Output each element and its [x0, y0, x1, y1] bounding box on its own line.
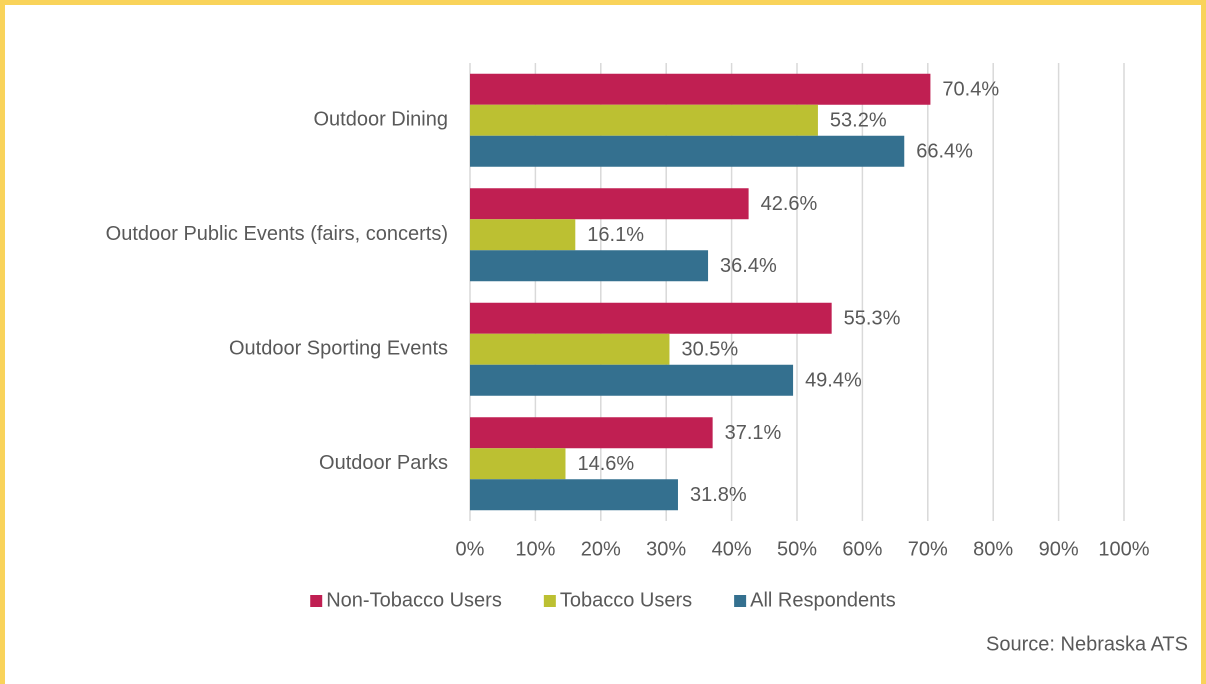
bar [470, 250, 709, 282]
value-label: 55.3% [844, 308, 901, 330]
x-tick-label: 70% [908, 538, 948, 560]
value-label: 49.4% [805, 370, 862, 392]
value-label: 36.4% [720, 255, 777, 277]
value-label: 30.5% [681, 339, 738, 361]
x-tick-label: 20% [581, 538, 621, 560]
x-tick-label: 50% [777, 538, 817, 560]
bar [470, 417, 713, 449]
x-tick-label: 0% [456, 538, 485, 560]
bar [470, 364, 794, 396]
x-tick-label: 80% [973, 538, 1013, 560]
legend-swatch [543, 595, 556, 607]
bar [470, 135, 905, 167]
value-label: 16.1% [587, 224, 644, 246]
value-label: 53.2% [830, 110, 887, 132]
legend-swatch [734, 595, 747, 607]
y-tick-label: Outdoor Public Events (fairs, concerts) [106, 223, 448, 245]
bar [470, 333, 670, 365]
value-label: 66.4% [916, 141, 973, 163]
legend-swatch [310, 595, 323, 607]
legend-label: All Respondents [750, 589, 896, 611]
legend-label: Non-Tobacco Users [326, 589, 502, 611]
value-label: 31.8% [690, 484, 747, 506]
bar [470, 219, 576, 251]
y-tick-label: Outdoor Dining [313, 109, 448, 131]
y-tick-label: Outdoor Parks [319, 452, 448, 474]
source: Source: Nebraska ATS [986, 633, 1188, 655]
value-label: 37.1% [725, 422, 782, 444]
bar [470, 188, 749, 220]
value-label: 14.6% [577, 453, 634, 475]
y-tick-label: Outdoor Sporting Events [229, 338, 448, 360]
value-label: 70.4% [942, 79, 999, 101]
value-label: 42.6% [761, 193, 818, 215]
x-tick-label: 30% [646, 538, 686, 560]
legend-label: Tobacco Users [560, 589, 692, 611]
x-tick-label: 100% [1098, 538, 1149, 560]
bar [470, 104, 818, 136]
bar [470, 302, 832, 334]
bar [470, 479, 678, 511]
x-tick-label: 60% [842, 538, 882, 560]
x-tick-label: 40% [712, 538, 752, 560]
bar [470, 73, 931, 105]
x-tick-label: 10% [515, 538, 555, 560]
x-tick-label: 90% [1039, 538, 1079, 560]
bar [470, 448, 566, 480]
